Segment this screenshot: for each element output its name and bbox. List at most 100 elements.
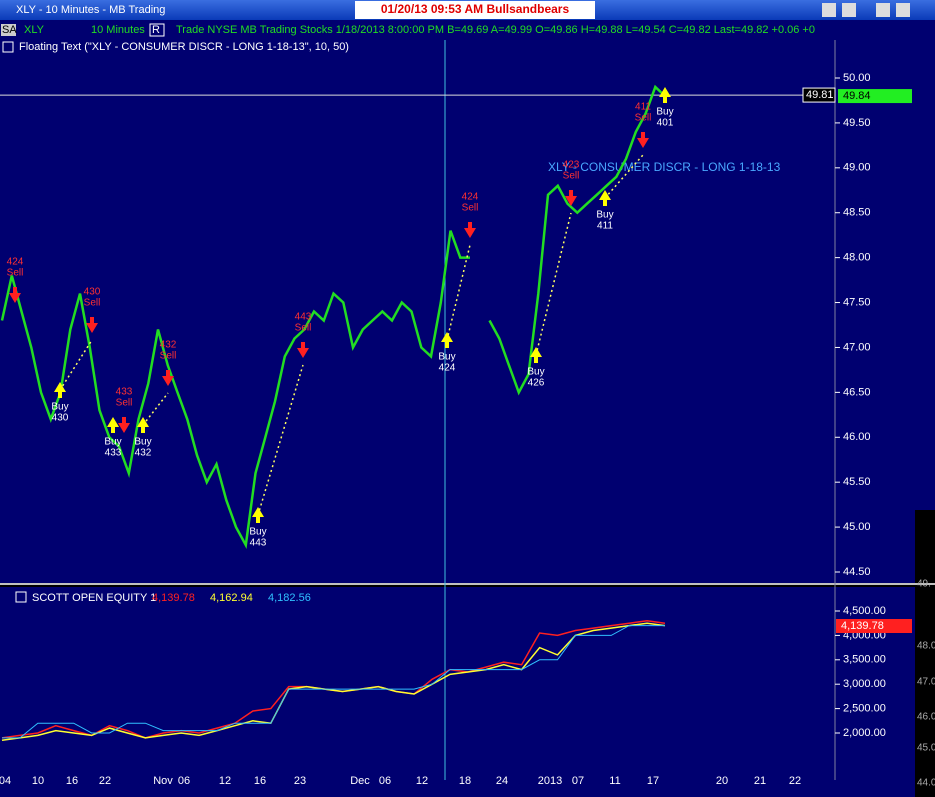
- trade-link: [257, 364, 304, 516]
- signal-label: Buy: [51, 402, 68, 413]
- equity-tick-label: 2,500.00: [843, 703, 886, 715]
- x-tick-label: 06: [178, 775, 190, 787]
- buy-arrow: [530, 347, 542, 363]
- price-line: [0, 84, 666, 550]
- buy-arrow: [252, 507, 264, 523]
- x-tick-label: 21: [754, 775, 766, 787]
- restore-button[interactable]: [842, 3, 856, 17]
- equity-tick-label: 3,000.00: [843, 678, 886, 690]
- equity-panel: [0, 587, 915, 780]
- y-tick-label: 45.50: [843, 476, 871, 488]
- equity-box[interactable]: [15, 591, 27, 603]
- signal-label: Buy: [249, 527, 266, 538]
- equity-marker-label: 4,139.78: [841, 620, 884, 632]
- sell-arrow: [297, 342, 309, 358]
- equity-marker-box: [836, 619, 912, 633]
- signal-label: Buy: [134, 437, 151, 448]
- signal-label: Sell: [7, 268, 24, 279]
- side-strip: [915, 510, 935, 797]
- x-tick-label: 24: [496, 775, 508, 787]
- sell-arrow: [86, 317, 98, 333]
- trade-link: [446, 244, 471, 341]
- window-buttons[interactable]: [822, 3, 910, 17]
- y-tick-label: 50.00: [843, 72, 871, 84]
- x-tick-label: 04: [0, 775, 11, 787]
- signal-count: 401: [657, 118, 674, 129]
- signal-label: Buy: [527, 367, 544, 378]
- signal-count: 411: [597, 221, 613, 232]
- signal-label: Sell: [295, 323, 312, 334]
- trade-link: [142, 392, 169, 426]
- min-button[interactable]: [822, 3, 836, 17]
- sell-arrow: [637, 132, 649, 148]
- x-tick-label: 06: [379, 775, 391, 787]
- sell-arrow: [565, 190, 577, 206]
- signal-count: 433: [116, 387, 133, 398]
- symbol[interactable]: XLY: [24, 24, 45, 36]
- y-tick-label: 46.50: [843, 386, 871, 398]
- max-button[interactable]: [876, 3, 890, 17]
- x-tick-label: Dec: [350, 775, 370, 787]
- y-tick-label: 49.00: [843, 162, 871, 174]
- price-panel: [0, 20, 935, 585]
- x-tick-label: Nov: [153, 775, 173, 787]
- signal-count: 433: [105, 448, 122, 459]
- signal-label: Sell: [84, 298, 101, 309]
- last-box: [838, 89, 912, 104]
- x-tick-label: 07: [572, 775, 584, 787]
- y-tick-label: 46.00: [843, 431, 871, 443]
- study-box[interactable]: [2, 41, 14, 53]
- buy-arrow: [599, 190, 611, 206]
- signal-label: Sell: [116, 398, 133, 409]
- signal-count: 443: [250, 538, 267, 549]
- x-tick-label: 11: [609, 775, 620, 787]
- side-label: 49.: [917, 579, 931, 590]
- signal-count: 424: [439, 363, 456, 374]
- signal-count: 432: [135, 448, 152, 459]
- buy-arrow: [441, 332, 453, 348]
- y-tick-label: 47.00: [843, 341, 871, 353]
- side-label: 46.0: [917, 712, 935, 723]
- x-tick-label: 16: [254, 775, 266, 787]
- buy-arrow: [137, 417, 149, 433]
- side-label: 45.0: [917, 743, 935, 754]
- sell-arrow: [118, 417, 130, 433]
- x-axis-bar: [0, 780, 915, 797]
- study: Floating Text ("XLY - CONSUMER DISCR - L…: [19, 41, 349, 53]
- x-tick-label: 22: [99, 775, 111, 787]
- account[interactable]: SA: [2, 24, 17, 36]
- range-box[interactable]: [149, 23, 165, 37]
- equity-tick-label: 2,000.00: [843, 727, 886, 739]
- stamp: 01/20/13 09:53 AM Bullsandbears: [381, 2, 570, 16]
- signal-count: 443: [295, 312, 312, 323]
- sell-arrow: [162, 370, 174, 386]
- signal-label: Buy: [104, 437, 121, 448]
- equity-title: SCOTT OPEN EQUITY 1: [32, 592, 156, 604]
- range[interactable]: R: [152, 24, 160, 36]
- x-tick-label: 22: [789, 775, 801, 787]
- close-button[interactable]: [896, 3, 910, 17]
- signal-label: Sell: [160, 351, 177, 362]
- y-tick-label: 48.50: [843, 207, 871, 219]
- x-tick-label: 2013: [538, 775, 562, 787]
- buy-arrow: [54, 382, 66, 398]
- signal-label: Buy: [438, 352, 455, 363]
- account-box[interactable]: [1, 24, 16, 36]
- legend-entry: 4,139.78: [152, 592, 195, 604]
- buy-arrow: [659, 87, 671, 103]
- interval[interactable]: 10 Minutes: [91, 24, 145, 36]
- x-tick-label: 10: [32, 775, 44, 787]
- y-tick-label: 47.50: [843, 296, 871, 308]
- signal-count: 424: [7, 257, 24, 268]
- x-tick-label: 17: [647, 775, 659, 787]
- sell-arrow: [9, 287, 21, 303]
- buy-arrow: [107, 417, 119, 433]
- level-box: [802, 87, 836, 103]
- floating-text: XLY - CONSUMER DISCR - LONG 1-18-13: [548, 160, 781, 174]
- signal-label: Sell: [563, 171, 580, 182]
- x-tick-label: 16: [66, 775, 78, 787]
- legend-entry: 4,162.94: [210, 592, 253, 604]
- signal-count: 423: [563, 160, 580, 171]
- signal-count: 411: [635, 102, 651, 113]
